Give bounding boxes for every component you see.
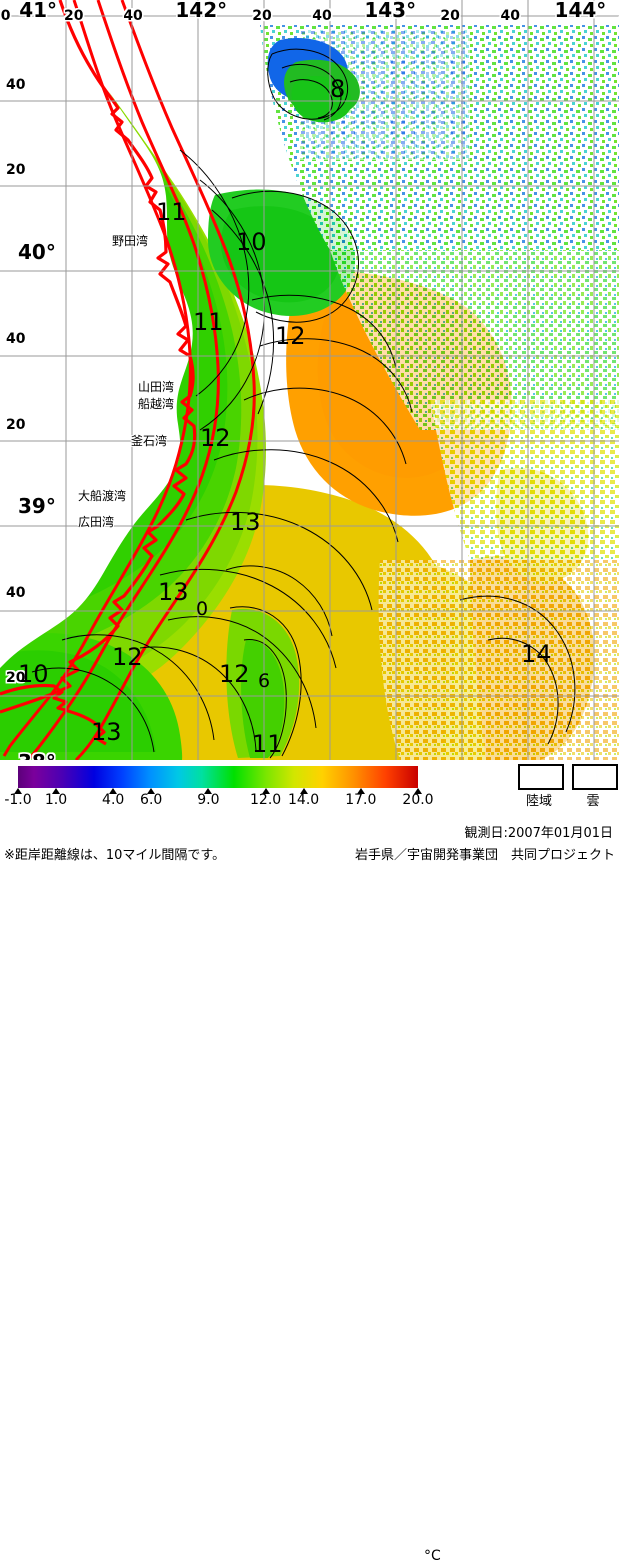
colorbar-tick-label: 14.0 bbox=[288, 792, 319, 808]
colorbar-tick-label: 9.0 bbox=[197, 792, 219, 808]
colorbar-unit-label: °C bbox=[424, 1548, 441, 1564]
sst-map-canvas bbox=[0, 0, 619, 760]
legend-swatch-label: 陸域 bbox=[514, 790, 564, 809]
colorbar-tick-label: 12.0 bbox=[250, 792, 281, 808]
colorbar-tick-label: 6.0 bbox=[140, 792, 162, 808]
legend-swatch-box bbox=[518, 764, 564, 790]
footnote-text: ※距岸距離線は、10マイル間隔です。 bbox=[4, 844, 225, 863]
legend-swatch-label: 雲 bbox=[568, 790, 618, 809]
credit-text: 岩手県／宇宙開発事業団 共同プロジェクト bbox=[355, 844, 615, 863]
colorbar-tick-label: 17.0 bbox=[345, 792, 376, 808]
colorbar-tick-label: 4.0 bbox=[102, 792, 124, 808]
observation-date: 観測日:2007年01月01日 bbox=[464, 822, 613, 841]
legend-swatch-box bbox=[572, 764, 618, 790]
temperature-colorbar bbox=[18, 766, 418, 788]
colorbar-tick-label: 1.0 bbox=[45, 792, 67, 808]
colorbar-gradient bbox=[18, 766, 418, 788]
colorbar-tick-label: 20.0 bbox=[402, 792, 433, 808]
colorbar-tick-label: -1.0 bbox=[4, 792, 31, 808]
